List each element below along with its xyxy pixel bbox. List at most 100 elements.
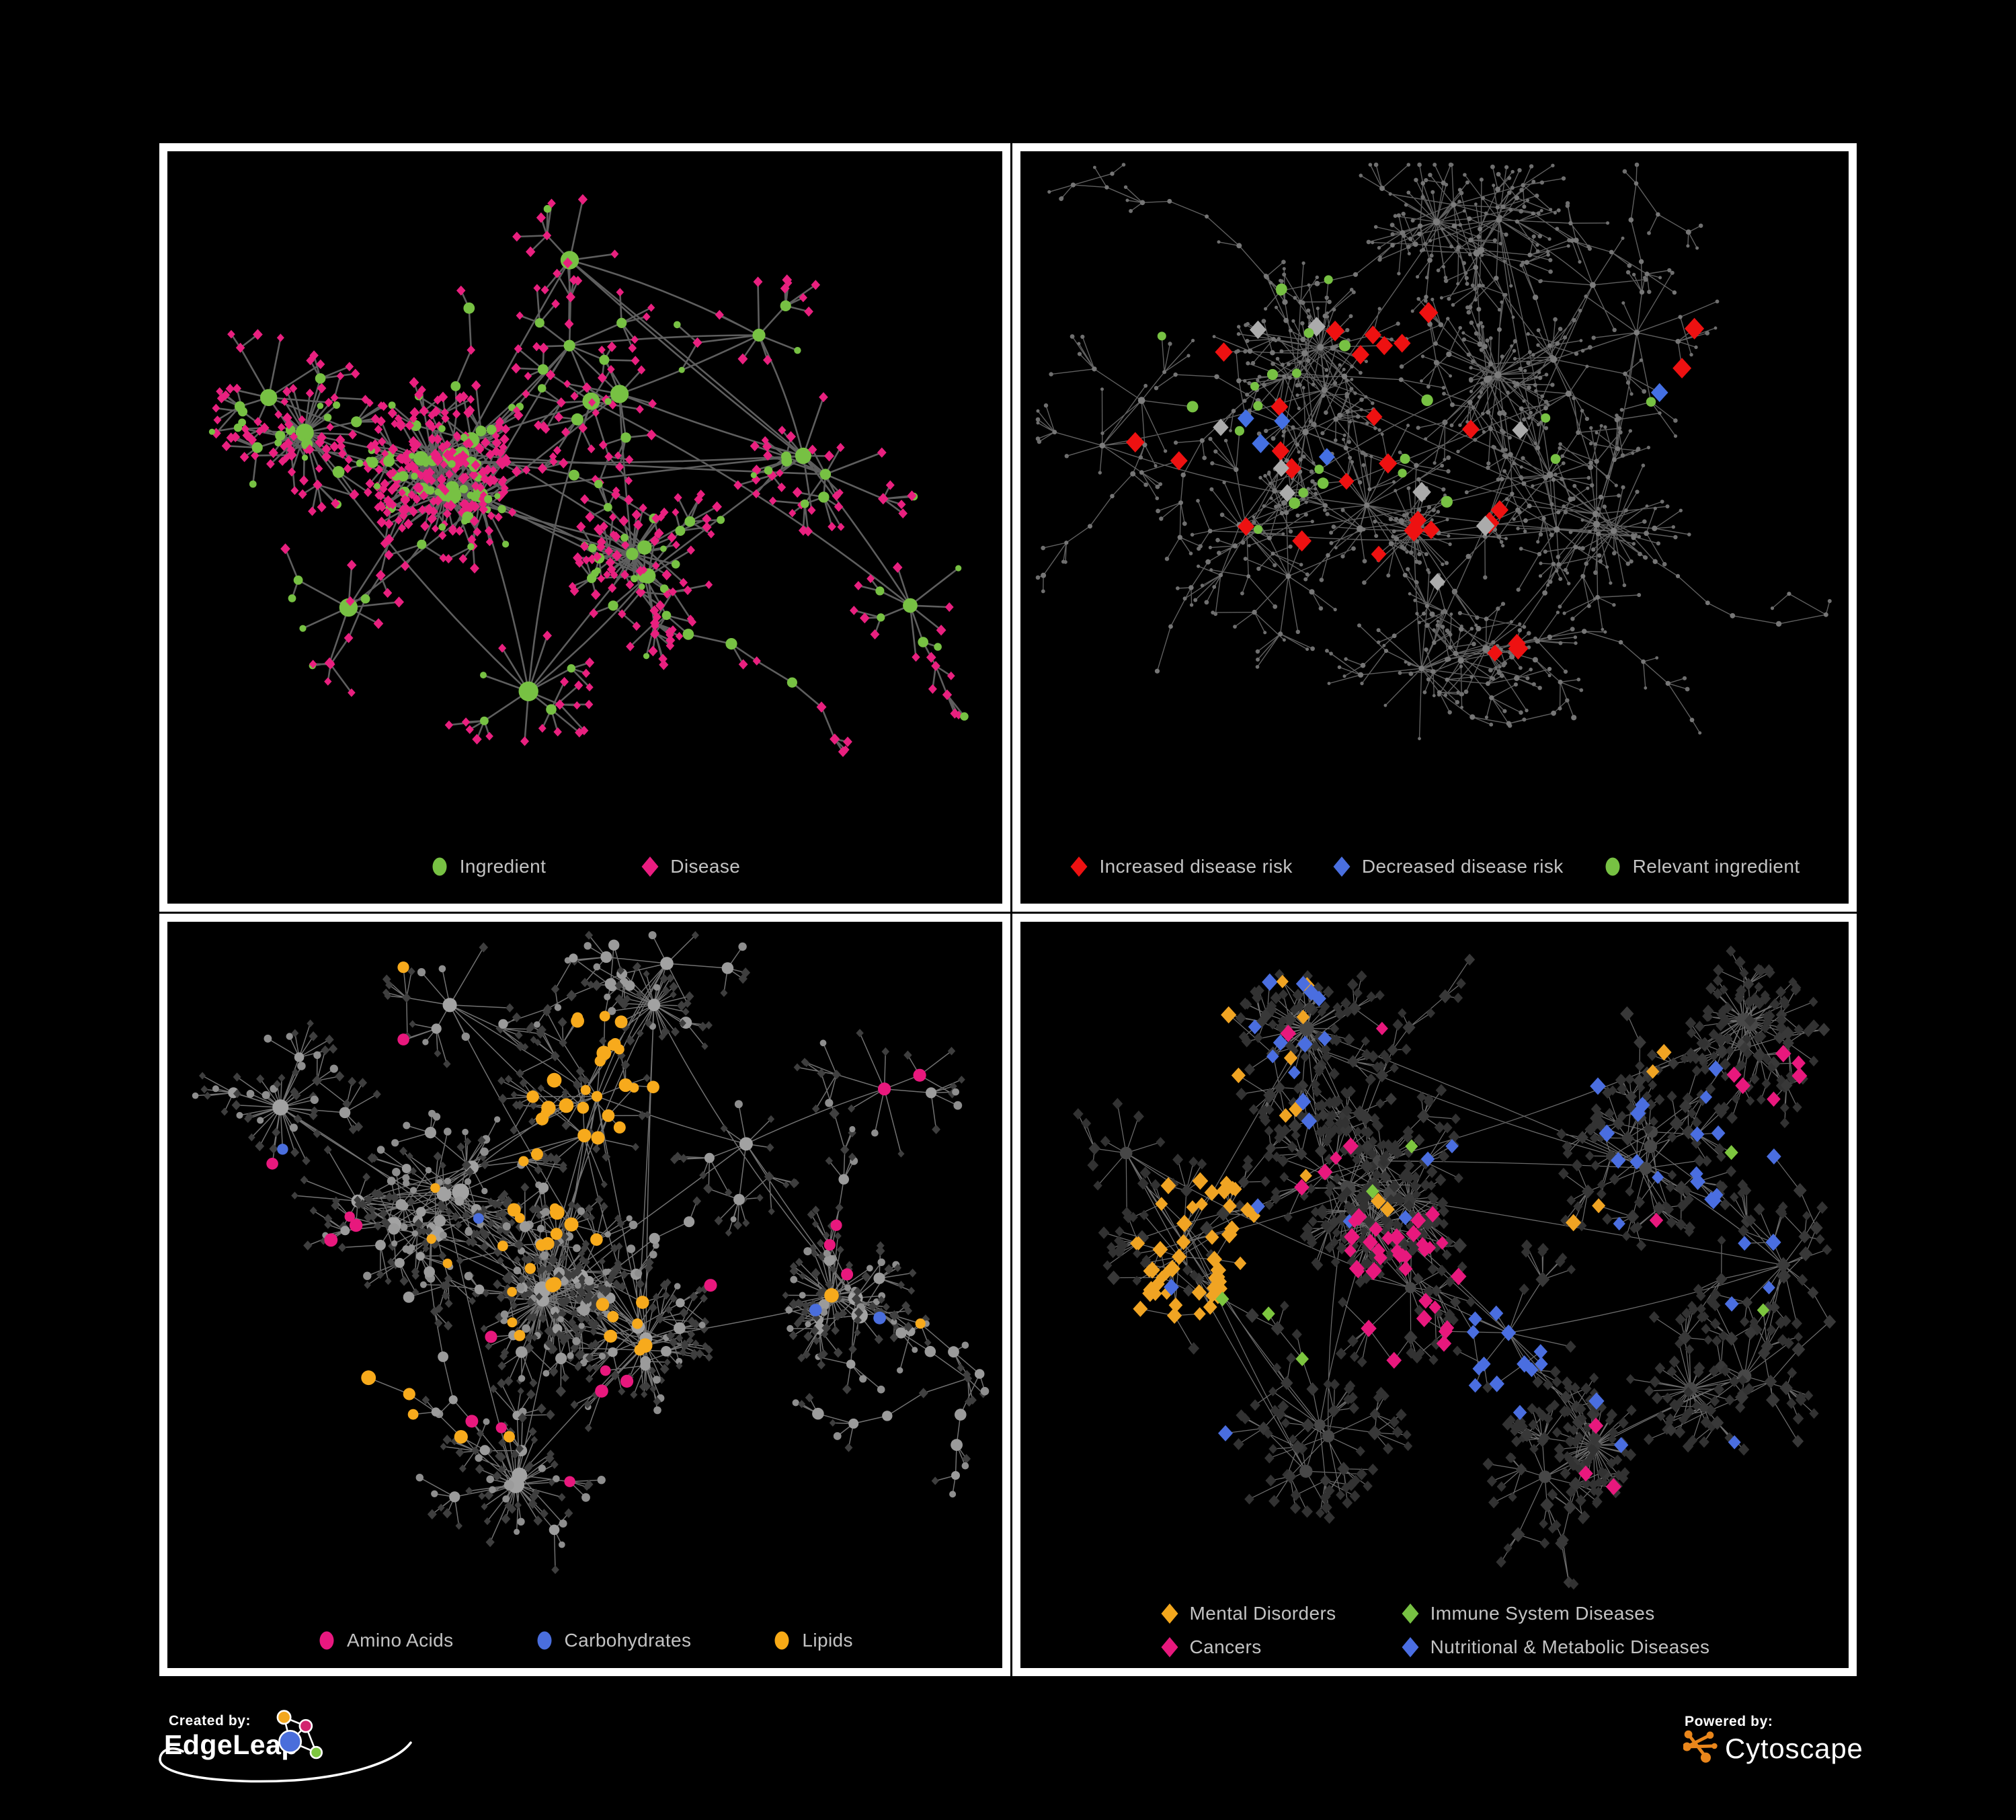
network-node bbox=[1558, 1167, 1569, 1180]
network-node bbox=[1164, 1278, 1179, 1296]
network-node bbox=[551, 1154, 562, 1165]
network-node bbox=[1517, 628, 1522, 633]
network-node bbox=[1531, 180, 1536, 184]
network-node bbox=[1543, 1378, 1554, 1390]
network-node bbox=[1102, 1260, 1113, 1271]
network-node bbox=[834, 1232, 842, 1240]
network-node bbox=[692, 337, 702, 348]
network-node bbox=[1647, 289, 1652, 294]
network-node bbox=[231, 432, 241, 442]
network-node bbox=[212, 403, 220, 413]
network-node bbox=[789, 1331, 798, 1341]
network-node bbox=[1539, 1518, 1548, 1529]
network-node bbox=[1644, 530, 1649, 537]
network-node bbox=[1207, 528, 1213, 534]
network-node bbox=[302, 1156, 311, 1166]
network-node bbox=[657, 513, 665, 522]
network-node bbox=[1469, 627, 1474, 631]
network-node bbox=[612, 1262, 623, 1273]
network-node bbox=[1547, 1524, 1558, 1534]
network-node bbox=[575, 1066, 585, 1076]
network-node bbox=[599, 521, 608, 532]
network-node bbox=[370, 1153, 378, 1162]
network-node bbox=[480, 672, 487, 679]
network-node bbox=[462, 1128, 469, 1136]
network-node bbox=[817, 1252, 826, 1261]
network-node bbox=[589, 608, 598, 619]
network-node bbox=[1514, 675, 1520, 681]
network-node bbox=[1365, 360, 1368, 364]
network-node bbox=[583, 1315, 591, 1323]
network-node bbox=[1451, 202, 1457, 208]
network-node bbox=[960, 712, 969, 721]
network-node bbox=[545, 1263, 555, 1274]
network-node bbox=[1705, 982, 1717, 994]
network-node bbox=[1154, 386, 1159, 391]
network-node bbox=[444, 1320, 453, 1331]
network-node bbox=[1498, 241, 1502, 245]
network-node bbox=[1494, 276, 1499, 281]
network-node bbox=[1687, 1027, 1697, 1039]
network-node bbox=[1423, 299, 1428, 303]
network-node bbox=[705, 1353, 713, 1362]
network-node bbox=[1403, 1441, 1413, 1452]
network-node bbox=[1445, 1139, 1459, 1154]
network-node bbox=[403, 1121, 411, 1130]
network-node bbox=[1777, 1268, 1791, 1284]
network-node bbox=[1590, 1160, 1601, 1171]
network-node bbox=[1636, 1240, 1647, 1251]
network-node bbox=[738, 942, 747, 951]
network-node bbox=[1519, 406, 1524, 411]
network-node bbox=[1235, 1199, 1245, 1212]
network-node bbox=[1388, 192, 1392, 196]
network-node bbox=[750, 472, 757, 479]
network-node bbox=[1285, 573, 1291, 579]
network-node bbox=[313, 1129, 321, 1138]
network-node bbox=[1699, 1436, 1709, 1448]
network-node bbox=[1779, 1117, 1789, 1128]
network-node bbox=[422, 1244, 430, 1253]
network-node bbox=[1264, 1125, 1274, 1136]
network-node bbox=[1492, 238, 1497, 243]
network-node bbox=[825, 1099, 834, 1107]
network-node bbox=[1242, 399, 1247, 403]
network-node bbox=[564, 319, 574, 329]
network-node bbox=[1316, 1099, 1328, 1112]
network-node bbox=[1457, 610, 1462, 616]
network-node bbox=[1538, 279, 1543, 284]
network-node bbox=[1182, 596, 1187, 601]
network-node bbox=[1424, 647, 1428, 652]
network-node bbox=[604, 1285, 612, 1295]
network-node bbox=[1548, 258, 1553, 262]
network-node bbox=[495, 1422, 507, 1433]
network-node bbox=[1660, 500, 1664, 504]
network-node bbox=[470, 501, 480, 512]
network-node bbox=[1244, 1493, 1254, 1505]
network-node bbox=[310, 1095, 319, 1104]
network-node bbox=[1726, 945, 1736, 957]
network-node bbox=[1591, 335, 1596, 340]
network-node bbox=[1389, 1063, 1399, 1073]
network-node bbox=[251, 450, 259, 461]
network-node bbox=[1240, 540, 1246, 545]
network-node bbox=[1417, 223, 1423, 229]
network-node bbox=[1556, 208, 1561, 212]
network-node bbox=[1779, 1380, 1793, 1396]
network-node bbox=[1546, 583, 1550, 587]
network-node bbox=[1390, 232, 1395, 237]
network-node bbox=[1186, 401, 1199, 413]
network-node bbox=[1749, 1073, 1760, 1084]
network-node bbox=[1294, 1179, 1309, 1196]
network-node bbox=[947, 671, 955, 680]
network-node bbox=[1443, 693, 1447, 697]
network-node bbox=[1662, 561, 1667, 567]
network-node bbox=[1610, 528, 1617, 535]
network-node bbox=[1292, 988, 1304, 1001]
network-node bbox=[1547, 634, 1553, 640]
network-node bbox=[947, 1047, 956, 1056]
network-node bbox=[428, 411, 436, 420]
network-node bbox=[1035, 436, 1041, 441]
network-node bbox=[1565, 390, 1572, 397]
network-node bbox=[1769, 1301, 1780, 1314]
network-node bbox=[1406, 244, 1411, 249]
